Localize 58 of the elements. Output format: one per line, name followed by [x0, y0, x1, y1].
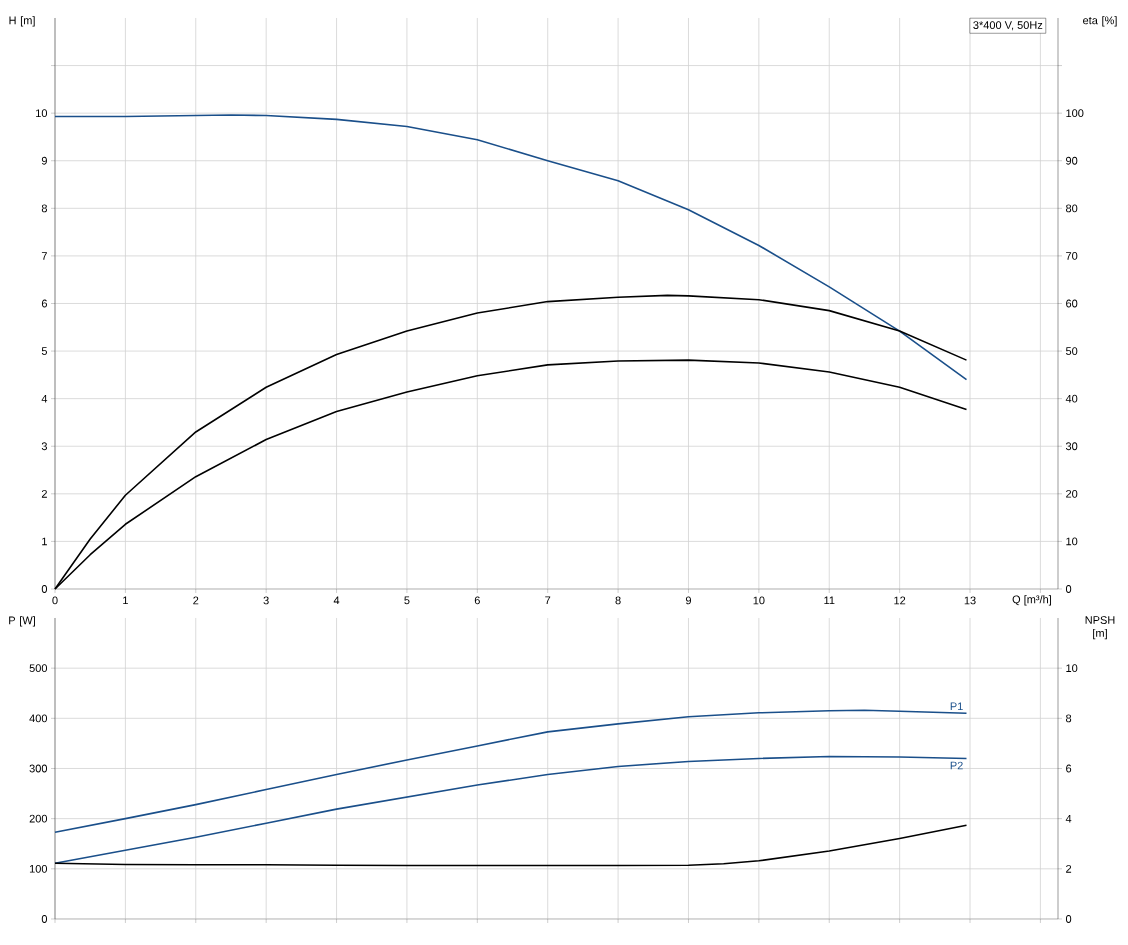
x-tick-label: 12 — [894, 596, 906, 605]
y2-tick-label: 0 — [1065, 585, 1072, 593]
series-label: P1 — [950, 702, 963, 711]
y-tick-label: 4 — [41, 394, 48, 403]
x-tick-label: 7 — [545, 596, 551, 605]
y-axis-title: P [W] — [9, 616, 35, 627]
y-tick-label: 0 — [41, 915, 48, 923]
x-tick-label: 5 — [404, 596, 410, 605]
x-tick-label: 0 — [52, 596, 58, 605]
y2-tick-label: 20 — [1066, 489, 1078, 498]
y2-tick-label: 90 — [1066, 156, 1078, 165]
y-tick-label: 10 — [36, 109, 48, 118]
series-label: P2 — [950, 761, 963, 770]
y2-tick-label: 8 — [1066, 714, 1072, 723]
line-series — [54, 114, 968, 381]
x-tick-label: 3 — [263, 596, 269, 605]
y2-tick-label: 70 — [1066, 252, 1078, 260]
x-tick-label: 8 — [615, 596, 621, 605]
y-tick-label: 0 — [41, 585, 48, 593]
y-tick-label: 9 — [41, 156, 47, 165]
y-tick-label: 400 — [29, 714, 48, 723]
y-tick-label: 5 — [41, 347, 47, 355]
y2-tick-label: 6 — [1066, 764, 1072, 773]
y2-tick-label: 40 — [1065, 394, 1078, 403]
y2-tick-label: 10 — [1066, 537, 1078, 546]
y-tick-label: 100 — [29, 864, 48, 873]
y-tick-label: 3 — [41, 442, 47, 451]
y2-tick-label: 30 — [1065, 442, 1078, 451]
x-tick-label: 6 — [474, 596, 480, 605]
x-tick-label: 11 — [824, 596, 835, 605]
y-tick-label: 200 — [29, 814, 48, 823]
y2-tick-label: 80 — [1066, 204, 1078, 213]
y-tick-label: 7 — [41, 252, 47, 260]
x-tick-label: 9 — [685, 596, 692, 605]
y-tick-label: 300 — [29, 764, 48, 773]
x-tick-label: 13 — [964, 596, 976, 605]
y2-tick-label: 50 — [1065, 347, 1078, 355]
y2-tick-label: 2 — [1066, 864, 1072, 873]
x-tick-label: 2 — [193, 596, 199, 605]
y-axis-title: H [m] — [9, 16, 35, 27]
x-tick-label: 10 — [753, 596, 765, 605]
y2-axis-title: NPSH [m] — [1085, 616, 1115, 640]
y2-tick-label: 10 — [1066, 664, 1078, 673]
y2-tick-label: 100 — [1066, 109, 1084, 118]
y-tick-label: 1 — [42, 537, 47, 546]
y-tick-label: 8 — [41, 204, 47, 213]
y2-tick-label: 0 — [1065, 915, 1072, 923]
line-series — [54, 709, 968, 833]
y2-tick-label: 4 — [1065, 814, 1072, 823]
x-tick-label: 4 — [333, 596, 340, 605]
y-tick-label: 500 — [29, 664, 48, 673]
x-tick-label: 1 — [123, 596, 128, 605]
x-axis-title: Q [m³/h] — [1012, 595, 1052, 606]
y-tick-label: 6 — [41, 299, 47, 308]
y2-axis-title: eta [%] — [1083, 16, 1117, 27]
y-tick-label: 2 — [41, 489, 47, 498]
chart-title: 3*400 V, 50Hz — [973, 21, 1043, 31]
y2-tick-label: 60 — [1066, 299, 1078, 308]
